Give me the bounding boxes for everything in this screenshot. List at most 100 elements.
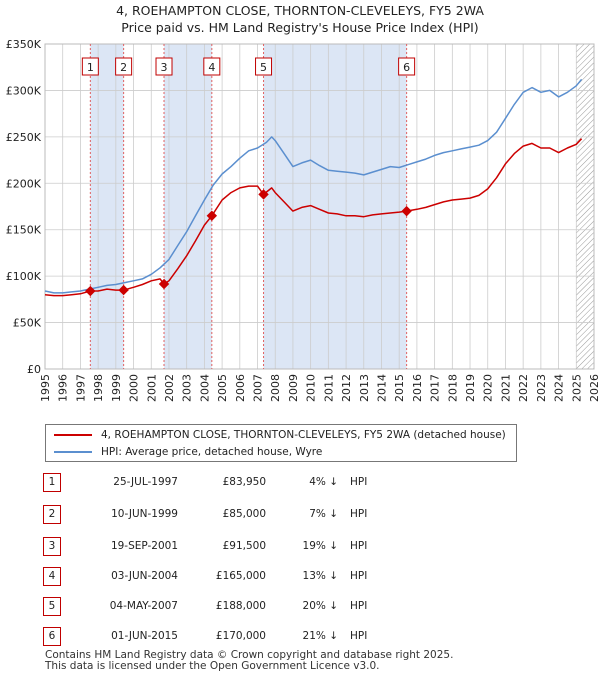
x-tick-label: 2022 — [517, 374, 530, 402]
sale-row: 2 10-JUN-1999 £85,000 7% ↓ HPI — [0, 504, 600, 526]
property-series-line — [44, 138, 583, 297]
x-tick-label: 2011 — [322, 374, 335, 402]
sale-period-band — [263, 44, 407, 369]
sale-number-badge: 4 — [43, 567, 61, 586]
footer-attribution: Contains HM Land Registry data © Crown c… — [45, 650, 453, 672]
x-tick-label: 2023 — [535, 374, 548, 402]
x-tick-label: 2001 — [145, 374, 158, 402]
x-tick-label: 2015 — [393, 374, 406, 402]
legend-item-property: 4, ROEHAMPTON CLOSE, THORNTON-CLEVELEYS,… — [54, 427, 506, 443]
forecast-hatch — [576, 44, 594, 369]
x-tick-label: 1997 — [74, 374, 87, 402]
sale-number-box — [115, 57, 133, 76]
x-tick-label: 2010 — [305, 374, 318, 402]
sale-point-marker — [118, 284, 129, 296]
sale-number-label: 2 — [120, 61, 127, 74]
x-tick-label: 2018 — [446, 374, 459, 402]
sale-point-marker — [206, 210, 218, 221]
x-tick-label: 2004 — [198, 374, 211, 402]
sale-row: 3 19-SEP-2001 £91,500 19% ↓ HPI — [0, 536, 600, 558]
legend-swatch-hpi — [54, 451, 92, 453]
sale-hpi: HPI — [350, 476, 368, 488]
price-chart: £0 £50K £100K £150K £200K £250K £300K £350K 1995… — [6, 38, 600, 402]
x-tick-label: 2013 — [358, 374, 371, 402]
y-tick-label: £200K — [6, 177, 42, 190]
x-tick-label: 2020 — [482, 374, 495, 402]
legend-label-property: 4, ROEHAMPTON CLOSE, THORNTON-CLEVELEYS,… — [101, 429, 506, 441]
x-tick-label: 1999 — [110, 374, 123, 402]
x-tick-label: 2016 — [411, 374, 424, 402]
sale-date: 01-JUN-2015 — [111, 630, 178, 642]
x-tick-label: 1996 — [57, 374, 70, 402]
sale-number-box — [81, 57, 99, 76]
sale-price: £188,000 — [215, 600, 266, 612]
sale-number-box — [398, 57, 416, 76]
sale-price: £170,000 — [215, 630, 266, 642]
x-tick-label: 1998 — [92, 374, 105, 402]
sale-row: 4 03-JUN-2004 £165,000 13% ↓ HPI — [0, 566, 600, 588]
x-tick-label: 2008 — [269, 374, 282, 402]
sale-hpi: HPI — [350, 508, 368, 520]
sale-hpi: HPI — [350, 630, 368, 642]
sale-number-badge: 3 — [43, 537, 61, 556]
chart-title-line1: 4, ROEHAMPTON CLOSE, THORNTON-CLEVELEYS,… — [116, 3, 484, 18]
sale-percent: 4% ↓ — [309, 476, 338, 488]
y-tick-label: £350K — [6, 38, 42, 51]
x-tick-label: 1995 — [39, 374, 52, 402]
chart-title-line2: Price paid vs. HM Land Registry's House … — [121, 20, 479, 35]
sale-period-band — [164, 44, 212, 369]
sale-price: £91,500 — [222, 540, 266, 552]
x-tick-label: 2021 — [499, 374, 512, 402]
legend-label-hpi: HPI: Average price, detached house, Wyre — [101, 446, 323, 458]
x-tick-label: 2019 — [464, 374, 477, 402]
sale-percent: 21% ↓ — [302, 630, 338, 642]
legend-item-hpi: HPI: Average price, detached house, Wyre — [54, 444, 322, 460]
x-tick-label: 2014 — [375, 374, 388, 402]
x-tick-label: 2025 — [570, 374, 583, 402]
x-tick-label: 2009 — [287, 374, 300, 402]
plot-border — [44, 43, 595, 370]
sale-price: £165,000 — [215, 570, 266, 582]
y-tick-label: £300K — [6, 84, 42, 97]
y-tick-label: £50K — [13, 317, 42, 330]
sale-percent: 13% ↓ — [302, 570, 338, 582]
chart-legend: 4, ROEHAMPTON CLOSE, THORNTON-CLEVELEYS,… — [45, 424, 517, 462]
sale-number-label: 5 — [260, 61, 267, 74]
x-tick-label: 2024 — [553, 374, 566, 402]
y-tick-label: £150K — [6, 224, 42, 237]
sale-date: 04-MAY-2007 — [109, 600, 178, 612]
sale-point-marker — [258, 189, 269, 200]
footer-line1: Contains HM Land Registry data © Crown c… — [45, 649, 454, 661]
sale-point-marker — [401, 205, 412, 217]
sale-price: £83,950 — [222, 476, 266, 488]
x-tick-label: 2026 — [588, 374, 600, 402]
chart-title: 4, ROEHAMPTON CLOSE, THORNTON-CLEVELEYS,… — [0, 2, 600, 36]
sale-hpi: HPI — [350, 600, 368, 612]
sale-percent: 19% ↓ — [302, 540, 338, 552]
sale-period-band — [90, 44, 124, 369]
sale-number-badge: 2 — [43, 505, 61, 524]
x-tick-label: 2005 — [216, 374, 229, 402]
sale-number-label: 4 — [208, 61, 215, 74]
x-tick-label: 2002 — [163, 374, 176, 402]
x-tick-label: 2000 — [128, 374, 141, 402]
sale-point-marker — [85, 285, 96, 297]
footer-line2: This data is licensed under the Open Gov… — [45, 660, 380, 672]
x-tick-label: 2003 — [181, 374, 194, 402]
sale-row: 1 25-JUL-1997 £83,950 4% ↓ HPI — [0, 472, 600, 494]
sale-hpi: HPI — [350, 570, 368, 582]
sale-number-label: 6 — [403, 61, 410, 74]
sale-row: 5 04-MAY-2007 £188,000 20% ↓ HPI — [0, 596, 600, 618]
x-tick-label: 2007 — [252, 374, 265, 402]
sale-date: 25-JUL-1997 — [113, 476, 178, 488]
x-tick-label: 2006 — [234, 374, 247, 402]
sale-number-box — [203, 57, 221, 76]
y-tick-label: £0 — [27, 363, 41, 376]
sale-number-label: 1 — [87, 61, 94, 74]
sale-number-badge: 1 — [43, 473, 61, 492]
x-tick-label: 2017 — [429, 374, 442, 402]
y-tick-label: £250K — [6, 131, 42, 144]
hpi-series-line — [44, 78, 583, 294]
sale-number-badge: 6 — [43, 627, 61, 646]
sale-number-label: 3 — [161, 61, 168, 74]
